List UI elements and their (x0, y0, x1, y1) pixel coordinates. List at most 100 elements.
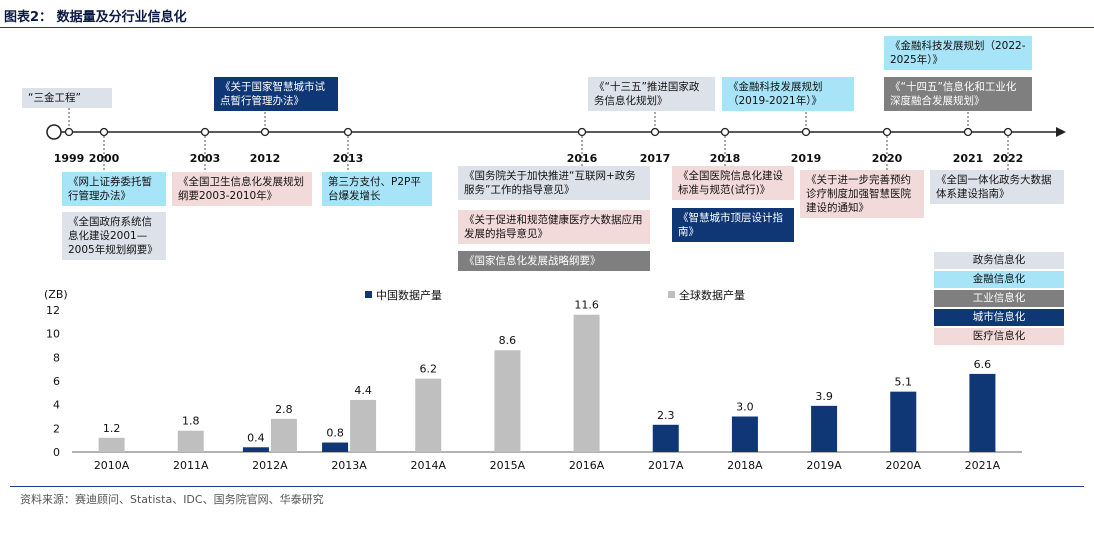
timeline-node (1003, 127, 1013, 137)
bar-global-2010A (98, 437, 125, 452)
event-text: 《关于国家智慧城市试点暂行管理办法》 (220, 81, 325, 107)
event-text: 《关于进一步完善预约诊疗制度加强智慧医院建设的通知》 (806, 174, 911, 214)
figure-title: 图表2： 数据量及分行业信息化 (4, 10, 187, 25)
timeline-node (650, 127, 660, 137)
timeline-year-label: 2021 (953, 152, 984, 165)
timeline-year-label: 2019 (791, 152, 822, 165)
event-box: 《网上证券委托暂行管理办法》 (62, 172, 166, 206)
data-label: 0.4 (247, 431, 265, 444)
timeline-year-label: 2016 (567, 152, 598, 165)
legend-swatch (365, 291, 372, 298)
category-legend-label: 医疗信息化 (972, 330, 1026, 342)
event-text: “三金工程” (28, 92, 81, 104)
bar-global-2015A (494, 350, 521, 452)
y-tick-label: 10 (46, 328, 60, 341)
legend-label: 全球数据产量 (679, 288, 745, 302)
data-label: 4.4 (354, 384, 372, 397)
legend-swatch (668, 291, 675, 298)
x-tick-label: 2018A (727, 459, 763, 472)
footer-rule (10, 486, 1084, 487)
data-label: 6.2 (420, 363, 438, 376)
legend-label: 中国数据产量 (376, 288, 442, 302)
timeline-node (343, 127, 353, 137)
event-box: 《全国一体化政务大数据体系建设指南》 (930, 170, 1064, 204)
event-box: 《国务院关于加快推进“互联网+政务服务”工作的指导意见》 (458, 166, 650, 200)
bar-global-2014A (415, 378, 442, 452)
bar-global-2011A (177, 430, 204, 452)
timeline-node (882, 127, 892, 137)
x-tick-label: 2015A (490, 459, 526, 472)
event-box: 《国家信息化发展战略纲要》 (458, 251, 650, 271)
bar-china-2012A (242, 447, 269, 452)
bar-china-2019A (811, 405, 838, 452)
event-box: “三金工程” (22, 88, 112, 108)
event-text: 《全国政府系统信息化建设2001—2005年规划纲要》 (68, 216, 158, 256)
y-tick-label: 12 (46, 304, 60, 317)
category-legend-item: 金融信息化 (934, 271, 1064, 288)
data-label: 11.6 (574, 299, 599, 312)
event-text: 《金融科技发展规划（2022-2025年）》 (890, 40, 1026, 66)
x-tick-label: 2013A (331, 459, 367, 472)
event-box: 《金融科技发展规划（2022-2025年）》 (884, 36, 1032, 70)
category-legend-item: 城市信息化 (934, 309, 1064, 326)
timeline-year-label: 2017 (640, 152, 671, 165)
category-legend-item: 医疗信息化 (934, 328, 1064, 345)
y-tick-label: 2 (53, 422, 60, 435)
y-tick-label: 0 (53, 446, 60, 459)
x-tick-label: 2012A (252, 459, 288, 472)
source-note: 资料来源：赛迪顾问、Statista、IDC、国务院官网、华泰研究 (20, 493, 324, 506)
event-text: 《关于促进和规范健康医疗大数据应用发展的指导意见》 (464, 214, 643, 240)
timeline-node (577, 127, 587, 137)
data-label: 3.0 (736, 401, 754, 414)
bar-chart: (ZB) 0 2 4 6 8 10 12 中国数据产量 全球数据产量 2010A 1.2 2011A 1.… (44, 288, 1022, 472)
category-legend-label: 城市信息化 (972, 311, 1026, 323)
event-text: 《全国医院信息化建设标准与规范(试行)》 (678, 170, 783, 196)
category-legend-label: 金融信息化 (972, 273, 1026, 285)
event-box: 《“十四五”信息化和工业化深度融合发展规划》 (884, 77, 1032, 111)
x-tick-label: 2014A (410, 459, 446, 472)
event-text: 《金融科技发展规划（2019-2021年）》 (728, 81, 823, 107)
category-legend-item: 政务信息化 (934, 252, 1064, 269)
event-text: 《智慧城市顶层设计指南》 (678, 212, 783, 238)
data-label: 6.6 (974, 358, 992, 371)
event-box: 《全国政府系统信息化建设2001—2005年规划纲要》 (62, 212, 166, 260)
timeline-year-label: 1999 (54, 152, 85, 165)
event-text: 《网上证券委托暂行管理办法》 (68, 176, 152, 202)
y-axis-label: (ZB) (44, 288, 68, 301)
bar-china-2013A (322, 442, 349, 452)
timeline-node (963, 127, 973, 137)
event-box: 《智慧城市顶层设计指南》 (672, 208, 794, 242)
event-box: 《金融科技发展规划（2019-2021年）》 (722, 77, 854, 111)
event-box: 《关于进一步完善预约诊疗制度加强智慧医院建设的通知》 (800, 170, 924, 218)
event-box: 《关于国家智慧城市试点暂行管理办法》 (214, 77, 338, 111)
bar-china-2017A (652, 424, 679, 452)
timeline-year-label: 2018 (710, 152, 741, 165)
timeline-start-marker (46, 124, 62, 140)
timeline-and-chart: 1999 2000 2003 2012 2013 2016 2017 2018 2019 2020… (44, 108, 1066, 472)
x-tick-label: 2020A (885, 459, 921, 472)
x-tick-label: 2011A (173, 459, 209, 472)
event-text: 《全国一体化政务大数据体系建设指南》 (936, 174, 1052, 200)
y-tick-label: 4 (53, 399, 60, 412)
bar-global-2013A (350, 399, 377, 452)
timeline-node (99, 127, 109, 137)
x-tick-label: 2017A (648, 459, 684, 472)
timeline-node (720, 127, 730, 137)
data-label: 2.3 (657, 409, 675, 422)
data-label: 5.1 (895, 376, 913, 389)
bar-china-2018A (731, 416, 758, 452)
x-tick-label: 2021A (965, 459, 1001, 472)
x-tick-label: 2010A (94, 459, 130, 472)
event-text: 《国家信息化发展战略纲要》 (464, 255, 601, 267)
event-text: 《“十四五”信息化和工业化深度融合发展规划》 (890, 81, 1017, 107)
bar-china-2020A (890, 391, 917, 452)
timeline-arrow (1056, 127, 1066, 137)
timeline-node (260, 127, 270, 137)
event-box: 《全国医院信息化建设标准与规范(试行)》 (672, 166, 794, 200)
event-text: 《“十三五”推进国家政务信息化规划》 (594, 81, 700, 107)
event-text: 《国务院关于加快推进“互联网+政务服务”工作的指导意见》 (464, 170, 636, 196)
event-text: 第三方支付、P2P平台爆发增长 (328, 176, 421, 202)
timeline-year-label: 2000 (89, 152, 120, 165)
data-label: 3.9 (815, 390, 833, 403)
y-tick-label: 8 (53, 351, 60, 364)
